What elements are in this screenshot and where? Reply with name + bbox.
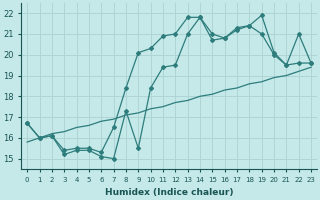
X-axis label: Humidex (Indice chaleur): Humidex (Indice chaleur) xyxy=(105,188,233,197)
